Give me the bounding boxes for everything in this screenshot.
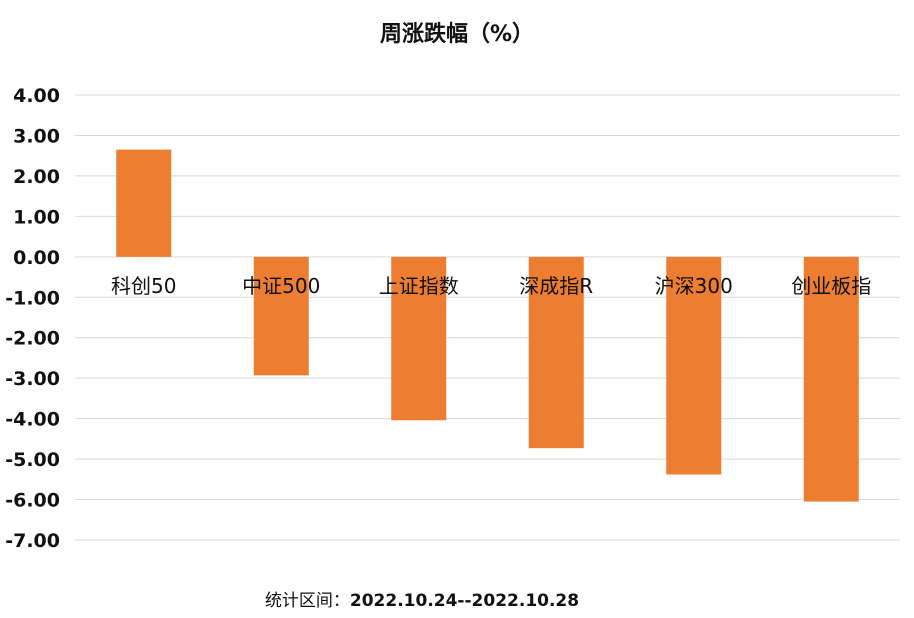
date-range-value: 2022.10.24--2022.10.28: [349, 591, 580, 611]
y-tick-label: 2.00: [13, 166, 60, 188]
y-tick-label: -1.00: [5, 287, 60, 309]
y-tick-label: -6.00: [5, 490, 60, 512]
bar-4: [666, 256, 722, 475]
gridlines: [75, 94, 900, 541]
y-tick-label: 0.00: [13, 247, 60, 269]
y-tick-label: -2.00: [5, 328, 60, 350]
bar-0: [116, 149, 172, 257]
bar-2: [391, 256, 447, 421]
category-labels: 科创50 中证500 上证指数 深成指R 沪深300 创业板指: [111, 274, 871, 298]
y-tick-label: -5.00: [5, 449, 60, 471]
category-label: 中证500: [242, 274, 320, 298]
bar-1: [253, 256, 309, 376]
chart-title: 周涨跌幅（%）: [379, 22, 535, 47]
y-tick-label: 3.00: [13, 125, 60, 147]
category-label: 沪深300: [655, 274, 733, 298]
y-axis-ticks: 4.00 3.00 2.00 1.00 0.00 -1.00 -2.00 -3.00 -4.00…: [5, 85, 60, 552]
category-label: 上证指数: [379, 274, 459, 298]
category-label: 科创50: [111, 274, 176, 298]
bar-3: [528, 256, 584, 449]
category-label: 深成指R: [519, 274, 593, 298]
category-label: 创业板指: [791, 274, 871, 298]
y-tick-label: -3.00: [5, 368, 60, 390]
y-tick-label: -7.00: [5, 530, 60, 552]
y-tick-label: 4.00: [13, 85, 60, 107]
date-range-note: 统计区间：2022.10.24--2022.10.28: [0, 586, 844, 611]
bars: [116, 149, 859, 502]
bar-5: [803, 256, 859, 502]
y-tick-label: 1.00: [13, 206, 60, 228]
date-range-label: 统计区间：: [264, 591, 350, 611]
y-tick-label: -4.00: [5, 409, 60, 431]
